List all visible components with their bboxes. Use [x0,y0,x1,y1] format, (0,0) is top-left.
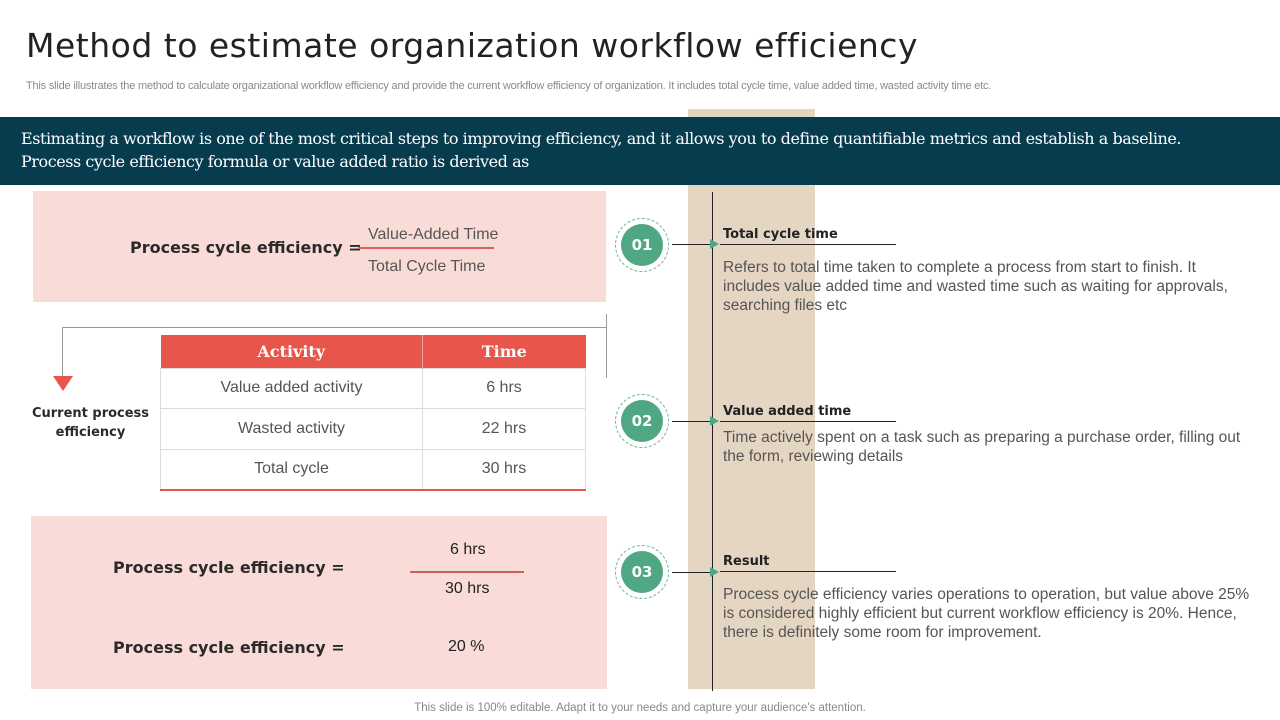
calculation-label: Process cycle efficiency = [113,558,345,577]
badge-ring [615,218,669,272]
column-header-activity: Activity [160,335,423,368]
step-title: Result [723,554,770,569]
step-description: Refers to total time taken to complete a… [723,259,1228,314]
step-title-underline [720,571,896,572]
step-badge-01: 01 [621,224,663,266]
page-title: Method to estimate organization workflow… [26,26,918,65]
arrow-down-icon [53,376,73,391]
result-value: 20 % [448,638,485,655]
badge-ring [615,394,669,448]
table-row: Total cycle 30 hrs [160,448,586,491]
step-title: Value added time [723,404,852,419]
connector-line [606,314,607,378]
step-connector-line [672,244,712,245]
formula-definition-box: Process cycle efficiency = Value-Added T… [33,191,606,302]
time-cell: 30 hrs [422,448,586,491]
step-badge-03: 03 [621,551,663,593]
current-efficiency-label: Current process efficiency [31,406,150,440]
footer-note: This slide is 100% editable. Adapt it to… [414,702,866,714]
banner-line-1: Estimating a workflow is one of the most… [21,129,1182,148]
activity-cell: Wasted activity [160,408,423,450]
formula-numerator: Value-Added Time [368,226,499,243]
calculation-box: Process cycle efficiency = 6 hrs 30 hrs … [31,516,607,689]
time-cell: 22 hrs [422,408,586,450]
table-header-row: Activity Time [160,335,586,368]
connector-line [62,327,63,377]
timeline-vertical-line [712,192,713,691]
activity-cell: Value added activity [160,367,423,409]
time-cell: 6 hrs [422,367,586,409]
arrow-right-icon [710,239,719,249]
step-title: Total cycle time [723,227,838,242]
step-title-underline [720,421,896,422]
fraction-bar [410,571,524,573]
activity-time-table: Activity Time Value added activity 6 hrs… [160,335,586,491]
timeline-background-band [688,109,815,689]
column-header-time: Time [422,335,586,368]
intro-banner: Estimating a workflow is one of the most… [0,117,1280,185]
activity-cell: Total cycle [160,448,423,491]
step-title-underline [720,244,896,245]
step-badge-02: 02 [621,400,663,442]
calculation-numerator: 6 hrs [450,541,486,558]
calculation-denominator: 30 hrs [445,580,490,597]
page-subtitle: This slide illustrates the method to cal… [26,80,992,92]
step-connector-line [672,421,712,422]
arrow-right-icon [710,416,719,426]
badge-ring [615,545,669,599]
table-row: Wasted activity 22 hrs [160,408,586,450]
step-connector-line [672,572,712,573]
formula-denominator: Total Cycle Time [368,258,486,275]
step-description: Time actively spent on a task such as pr… [723,429,1241,465]
table-row: Value added activity 6 hrs [160,367,586,409]
banner-line-2: Process cycle efficiency formula or valu… [21,152,529,171]
connector-line [62,327,606,328]
fraction-bar [358,247,494,249]
arrow-right-icon [710,567,719,577]
result-label: Process cycle efficiency = [113,638,345,657]
step-description: Process cycle efficiency varies operatio… [723,586,1250,641]
formula-label: Process cycle efficiency = [130,238,362,257]
